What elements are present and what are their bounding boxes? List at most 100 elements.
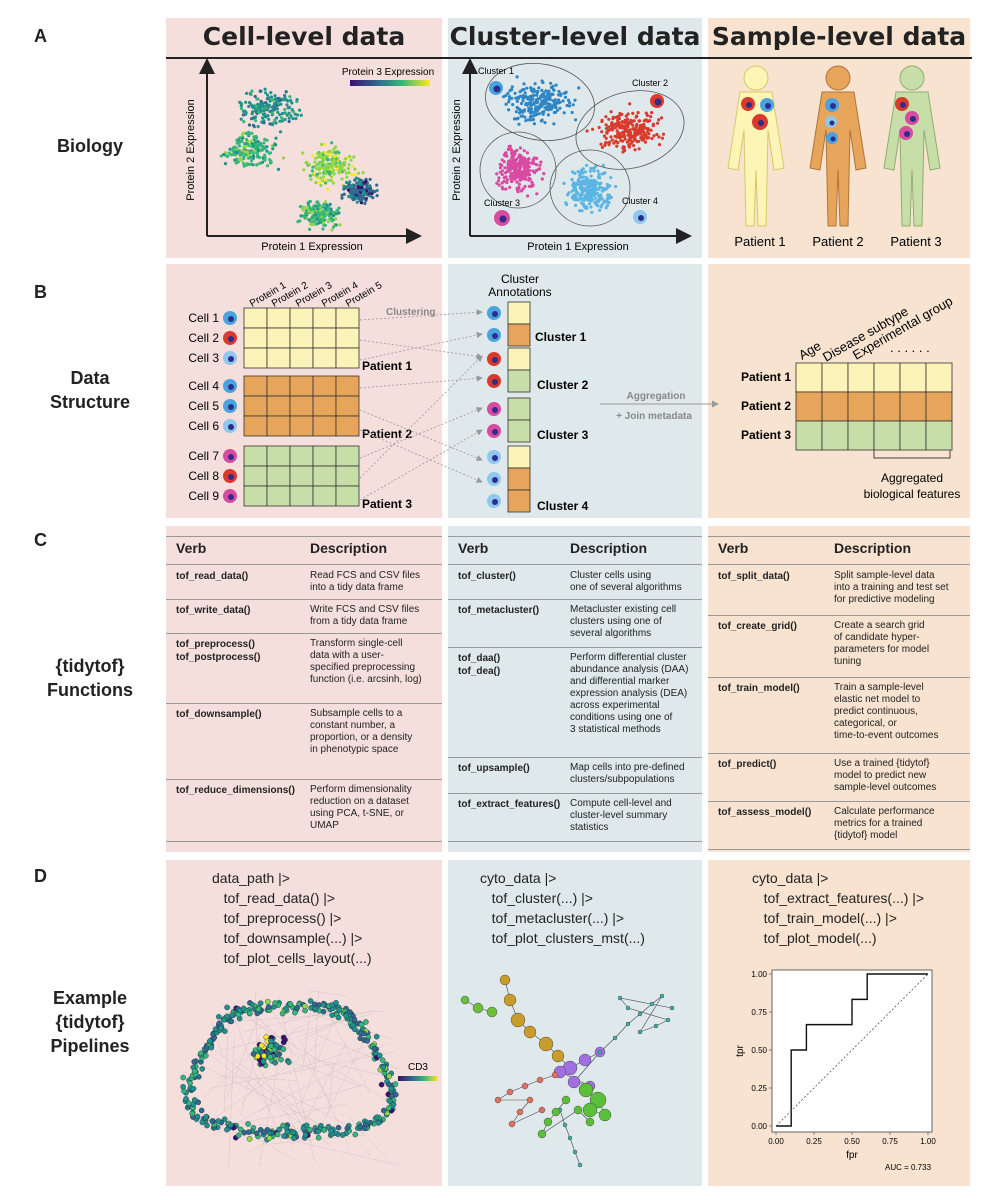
mst-node bbox=[551, 1107, 561, 1117]
mst-node bbox=[508, 1120, 516, 1128]
patient3-label: Patient 3 bbox=[890, 234, 941, 249]
cluster1-group-label: Cluster 1 bbox=[535, 330, 587, 344]
mst-node bbox=[577, 1162, 583, 1168]
table-top-rule bbox=[448, 536, 702, 537]
function-description: Transform single-cell data with a user- … bbox=[310, 638, 422, 685]
sample-col-age: Age bbox=[796, 338, 824, 363]
mst-node bbox=[521, 1082, 529, 1090]
function-verb: tof_split_data() bbox=[718, 571, 790, 582]
cluster2-label: Cluster 2 bbox=[632, 78, 668, 88]
mst-node bbox=[562, 1122, 568, 1128]
mst-node bbox=[523, 1025, 537, 1039]
mst-node bbox=[538, 1036, 554, 1052]
cell-row-label: Cell 9 bbox=[188, 489, 219, 503]
mst-node bbox=[617, 995, 623, 1001]
function-description: Subsample cells to a constant number, a … bbox=[310, 708, 413, 755]
aggregated-label-2: biological features bbox=[864, 487, 961, 501]
mst-node bbox=[582, 1102, 598, 1118]
function-description: Write FCS and CSV files from a tidy data… bbox=[310, 604, 420, 627]
aggregated-bracket bbox=[873, 450, 951, 459]
function-description: Perform differential cluster abundance a… bbox=[570, 652, 689, 735]
sample-functions-table: Verb Description tof_split_data() Split sam… bbox=[708, 526, 970, 852]
column-title-sample: Sample-level data bbox=[711, 22, 967, 51]
cluster3-group-label: Cluster 3 bbox=[537, 428, 589, 442]
roc-x-tick: 0.00 bbox=[768, 1137, 784, 1146]
function-verb: tof_reduce_dimensions() bbox=[176, 785, 295, 796]
function-verb: tof_upsample() bbox=[458, 763, 530, 774]
table-row-rule bbox=[708, 677, 970, 678]
cell-functions-table: Verb Description tof_read_data() Read FCS a… bbox=[166, 526, 442, 852]
cluster-cell-icons bbox=[487, 306, 501, 508]
panel-b-graphics: Protein 1 Protein 2 Protein 3 Protein 4 … bbox=[188, 272, 961, 513]
function-description: Map cells into pre-defined clusters/subp… bbox=[570, 762, 685, 785]
roc-x-tick: 0.25 bbox=[806, 1137, 822, 1146]
cell-row-labels: Cell 1 Cell 2 Cell 3 Cell 4 Cell 5 Cell 6 Cell… bbox=[188, 311, 237, 503]
cluster-y-axis-label: Protein 2 Expression bbox=[451, 99, 463, 201]
mst-node bbox=[637, 1011, 643, 1017]
cluster-mst-plot bbox=[460, 974, 675, 1168]
table-row-rule bbox=[166, 599, 442, 600]
function-verb: tof_assess_model() bbox=[718, 807, 812, 818]
annotations-label-1: Cluster bbox=[501, 272, 539, 286]
roc-x-tick: 0.50 bbox=[844, 1137, 860, 1146]
roc-curve bbox=[776, 973, 928, 1127]
cell-x-axis-label: Protein 1 Expression bbox=[261, 241, 363, 253]
sample-row-patient3: Patient 3 bbox=[741, 428, 791, 442]
cluster-pipeline-code: cyto_data |> tof_cluster(...) |> tof_met… bbox=[480, 870, 645, 946]
cell-column-c bbox=[166, 526, 442, 852]
verb-header: Verb bbox=[718, 540, 749, 556]
aggregation-label: Aggregation bbox=[627, 391, 686, 402]
mst-node bbox=[538, 1106, 546, 1114]
roc-y-tick: 0.50 bbox=[751, 1046, 767, 1055]
table-row-rule bbox=[448, 647, 702, 648]
mst-node bbox=[653, 1023, 659, 1029]
table-header-rule bbox=[166, 564, 442, 565]
table-row-rule bbox=[166, 779, 442, 780]
mst-node bbox=[536, 1076, 544, 1084]
join-metadata-label: + Join metadata bbox=[616, 411, 692, 422]
column-title-cell: Cell-level data bbox=[202, 22, 406, 51]
panel-a-graphics: Protein 3 Expression Protein 1 Expressio… bbox=[185, 58, 942, 253]
function-verb: tof_read_data() bbox=[176, 571, 249, 582]
roc-chart: 0.000.00 0.25 0.25 0.50 0.50 0.75 0.75 1.00 1.00 bbox=[751, 969, 936, 1146]
mst-node bbox=[659, 993, 665, 999]
row-label-biology: Biology bbox=[57, 136, 123, 156]
roc-auc-label: AUC = 0.733 bbox=[885, 1163, 932, 1172]
cell-row-label: Cell 4 bbox=[188, 379, 219, 393]
verb-header: Verb bbox=[176, 540, 207, 556]
cell-row-label: Cell 7 bbox=[188, 449, 219, 463]
mst-node bbox=[526, 1096, 534, 1104]
cell-row-label: Cell 6 bbox=[188, 419, 219, 433]
aggregated-label-1: Aggregated bbox=[881, 471, 943, 485]
panel-letter-b: B bbox=[34, 282, 47, 302]
cells-layout-plot bbox=[180, 990, 400, 1167]
cell-y-axis-label: Protein 2 Expression bbox=[185, 99, 197, 201]
cluster-functions-table: Verb Description tof_cluster() Cluster cell… bbox=[448, 526, 702, 852]
sample-column-c bbox=[708, 526, 970, 852]
function-description: Compute cell-level and cluster-level sum… bbox=[570, 798, 672, 833]
mst-node bbox=[567, 1075, 581, 1089]
description-header: Description bbox=[834, 540, 912, 556]
function-verb: tof_daa() tof_dea() bbox=[458, 653, 501, 677]
function-verb: tof_preprocess() tof_postprocess() bbox=[176, 639, 261, 663]
cd3-label: CD3 bbox=[408, 1062, 428, 1073]
cluster-column-c bbox=[448, 526, 702, 852]
patient2-group-label: Patient 2 bbox=[362, 427, 412, 441]
mst-node bbox=[510, 1012, 526, 1028]
patient2-label: Patient 2 bbox=[812, 234, 863, 249]
function-verb: tof_create_grid() bbox=[718, 621, 797, 632]
sample-row-patient1: Patient 1 bbox=[741, 370, 791, 384]
mst-node bbox=[503, 993, 517, 1007]
description-header: Description bbox=[310, 540, 388, 556]
function-verb: tof_write_data() bbox=[176, 605, 251, 616]
roc-y-tick: 0.75 bbox=[751, 1008, 767, 1017]
table-row-rule bbox=[708, 753, 970, 754]
colorbar-label: Protein 3 Expression bbox=[342, 67, 434, 78]
row-label-pipelines: Example {tidytof} Pipelines bbox=[50, 988, 130, 1056]
roc-y-tick: 0.00 bbox=[751, 1122, 767, 1131]
table-row-rule bbox=[166, 633, 442, 634]
mst-node bbox=[551, 1049, 565, 1063]
function-description: Use a trained {tidytof} model to predict… bbox=[834, 758, 937, 793]
mst-node bbox=[486, 1006, 498, 1018]
cell-row-label: Cell 3 bbox=[188, 351, 219, 365]
